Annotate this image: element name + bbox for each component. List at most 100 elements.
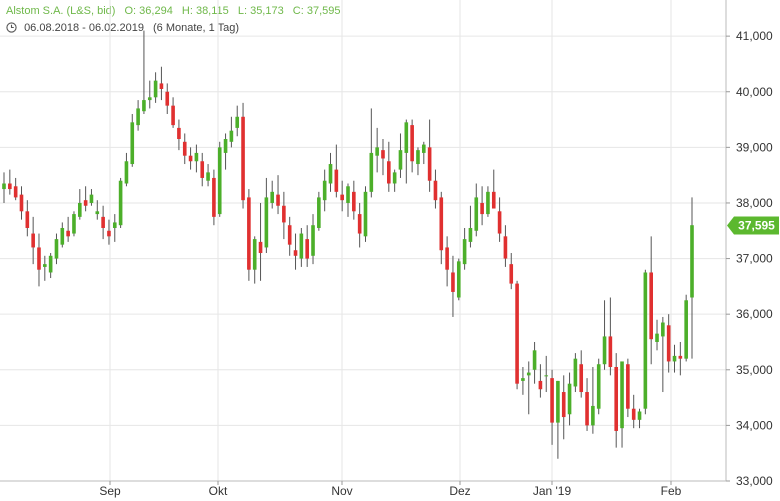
candle	[2, 172, 6, 203]
candle	[445, 236, 449, 287]
candle-body	[608, 336, 613, 368]
candle	[427, 119, 432, 192]
candle-body	[276, 194, 280, 206]
candle	[89, 189, 94, 206]
candle	[293, 233, 298, 270]
candle-body	[352, 191, 356, 212]
candle-body	[258, 241, 263, 254]
grid	[0, 0, 726, 482]
candle	[678, 341, 683, 376]
candle	[171, 97, 175, 128]
candle	[264, 177, 269, 254]
candle-body	[13, 186, 18, 198]
candle	[416, 147, 420, 176]
candle-body	[340, 194, 344, 201]
candle	[626, 358, 630, 418]
candle-body	[317, 197, 321, 228]
candle	[620, 361, 624, 448]
candle-body	[666, 325, 671, 362]
candle	[573, 353, 578, 393]
candle-body	[95, 211, 100, 215]
candle-body	[60, 227, 65, 245]
candle	[369, 108, 374, 198]
candle	[666, 314, 671, 373]
candle	[13, 177, 18, 201]
candle-body	[684, 300, 688, 359]
candle-body	[66, 230, 70, 237]
candle	[480, 186, 484, 226]
candle-body	[591, 405, 595, 426]
candle	[655, 319, 659, 351]
candle-body	[112, 222, 117, 228]
candle	[8, 169, 12, 195]
y-tick-label: 40,000	[736, 85, 773, 99]
candle	[241, 102, 245, 209]
y-axis-ticks: 33,000 34,000 35,000 36,000 37,000 38,000 39,0…	[726, 29, 773, 488]
candle	[503, 225, 508, 267]
candle-body	[147, 97, 152, 101]
candle	[456, 258, 461, 301]
x-tick-label: Nov	[331, 484, 352, 498]
candle-body	[451, 272, 455, 292]
candle-body	[637, 411, 642, 420]
candle-body	[620, 361, 624, 429]
candle	[54, 233, 59, 265]
candle	[509, 253, 514, 290]
candle	[398, 133, 403, 178]
x-axis-ticks: Sep Okt Nov Dez Jan '19 Feb	[99, 481, 682, 498]
candle-body	[8, 183, 12, 190]
candle	[276, 175, 280, 215]
candle-body	[217, 147, 222, 215]
candle	[258, 202, 263, 281]
candle	[515, 280, 519, 390]
date-range: 06.08.2018 - 06.02.2019	[24, 22, 144, 34]
candle	[637, 408, 642, 429]
x-tick-label: Feb	[661, 484, 682, 498]
candle-body	[159, 83, 164, 89]
candle-body	[177, 127, 181, 140]
candle	[177, 119, 181, 151]
y-tick-label: 37,000	[736, 252, 773, 266]
candle	[48, 253, 53, 279]
candle	[486, 186, 490, 217]
candle-body	[270, 191, 275, 203]
candle-body	[369, 152, 374, 192]
candle	[532, 341, 537, 384]
candle-body	[445, 247, 449, 270]
candle	[83, 186, 88, 212]
candle-body	[462, 239, 467, 265]
candle	[567, 372, 572, 426]
candle	[614, 353, 619, 448]
candle-body	[223, 139, 228, 153]
candle	[608, 297, 613, 376]
candle	[468, 205, 473, 248]
candle	[375, 127, 379, 173]
candle	[538, 364, 543, 398]
candle-body	[328, 164, 333, 184]
candle	[672, 344, 677, 373]
candle	[217, 141, 222, 217]
candle	[124, 152, 129, 187]
candle-body	[31, 233, 35, 248]
candle	[381, 139, 385, 176]
candle	[544, 355, 549, 393]
candle-body	[153, 80, 158, 98]
candle	[462, 227, 467, 270]
candle	[200, 152, 205, 187]
candle-body	[293, 250, 298, 256]
candle	[107, 219, 111, 245]
candle	[112, 214, 117, 242]
candle-body	[626, 364, 630, 409]
candle	[299, 227, 304, 267]
candle-body	[387, 161, 391, 184]
candle-body	[503, 236, 508, 259]
high-value: H: 38,115	[181, 5, 229, 17]
candle	[165, 83, 170, 114]
candle-body	[182, 141, 187, 156]
candle-body	[48, 255, 53, 273]
candle-body	[556, 380, 560, 423]
candle-body	[19, 194, 24, 212]
candle	[77, 189, 82, 220]
candle	[130, 113, 135, 167]
